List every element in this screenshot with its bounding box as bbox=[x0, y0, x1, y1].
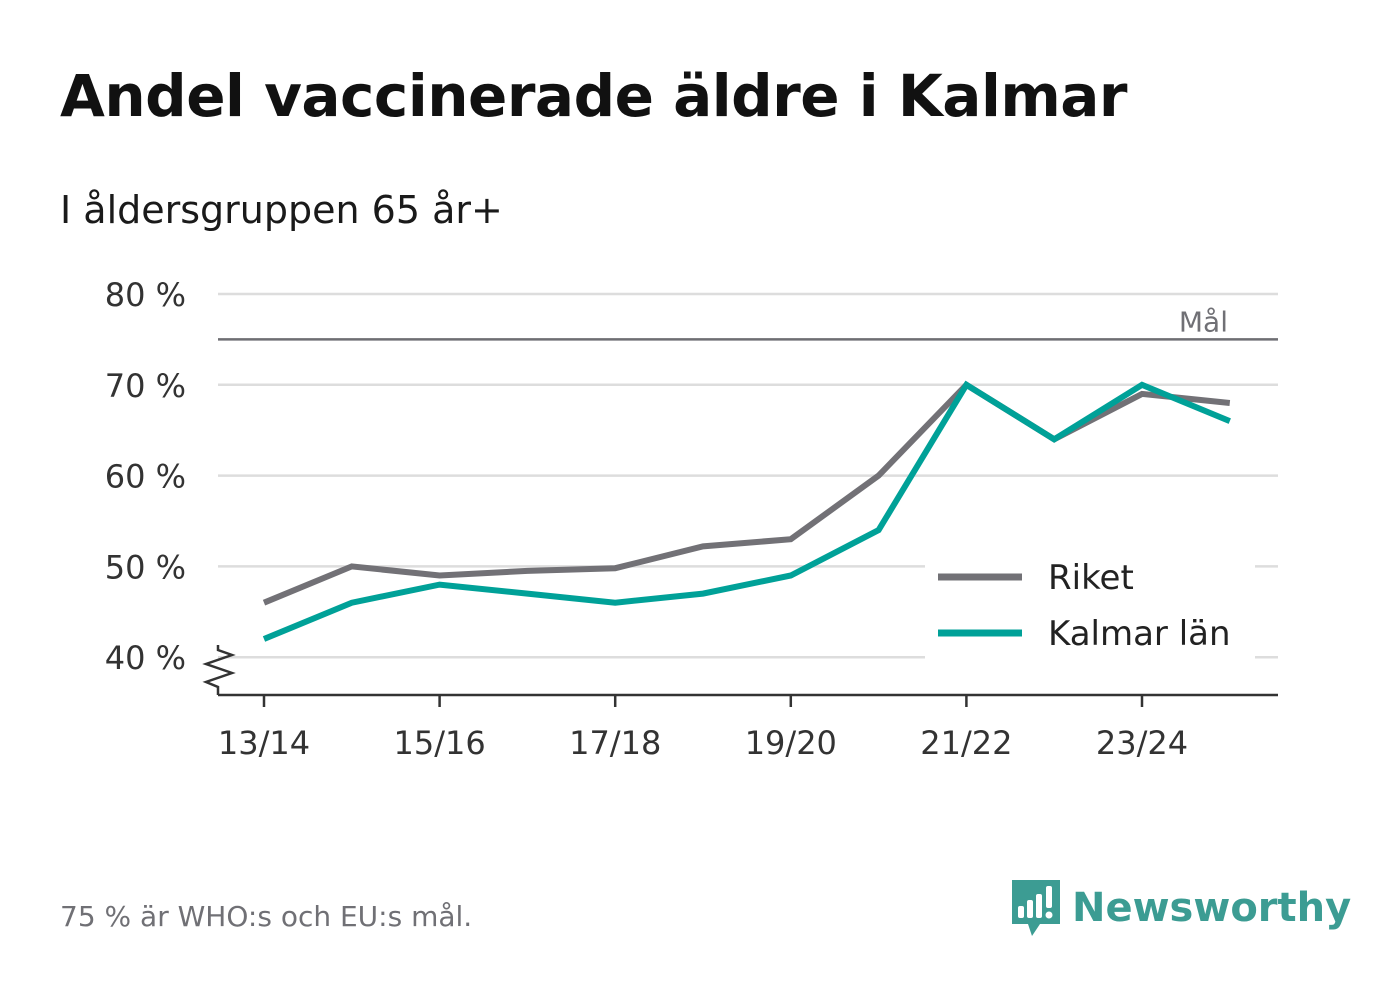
axes: 13/14 15/16 17/18 19/20 21/22 23/24 bbox=[202, 645, 1278, 762]
series-lines bbox=[262, 380, 1231, 642]
x-tick-label-23-24: 23/24 bbox=[1096, 724, 1188, 762]
y-tick-label-50: 50 % bbox=[105, 548, 186, 586]
y-tick-label-60: 60 % bbox=[105, 458, 186, 496]
legend-label-0: Riket bbox=[1048, 558, 1134, 598]
y-tick-label-40: 40 % bbox=[105, 639, 186, 677]
brand-name: Newsworthy bbox=[1072, 885, 1352, 931]
series-line-1 bbox=[262, 380, 1231, 642]
legend-label-1: Kalmar län bbox=[1048, 614, 1231, 654]
axis-break-icon bbox=[202, 645, 236, 695]
y-tick-label-70: 70 % bbox=[105, 367, 186, 405]
x-tick-label-13-14: 13/14 bbox=[218, 724, 310, 762]
chart-title: Andel vaccinerade äldre i Kalmar bbox=[60, 62, 1128, 130]
x-tick-label-19-20: 19/20 bbox=[745, 724, 837, 762]
target-line-group: Mål bbox=[218, 305, 1278, 341]
legend-background bbox=[925, 545, 1255, 660]
chart-subtitle: I åldersgruppen 65 år+ bbox=[60, 188, 503, 232]
target-label: Mål bbox=[1179, 305, 1228, 338]
brand-logo: Newsworthy bbox=[1010, 878, 1351, 938]
x-tick-label-21-22: 21/22 bbox=[920, 724, 1012, 762]
legend: Riket Kalmar län bbox=[925, 545, 1255, 660]
footnote: 75 % är WHO:s och EU:s mål. bbox=[60, 900, 473, 933]
y-tick-label-80: 80 % bbox=[105, 276, 186, 314]
x-tick-label-15-16: 15/16 bbox=[393, 724, 485, 762]
newsworthy-logo-icon bbox=[1012, 880, 1060, 936]
x-tick-label-17-18: 17/18 bbox=[569, 724, 661, 762]
gridlines: 40 % 50 % 60 % 70 % 80 % bbox=[105, 276, 1278, 677]
